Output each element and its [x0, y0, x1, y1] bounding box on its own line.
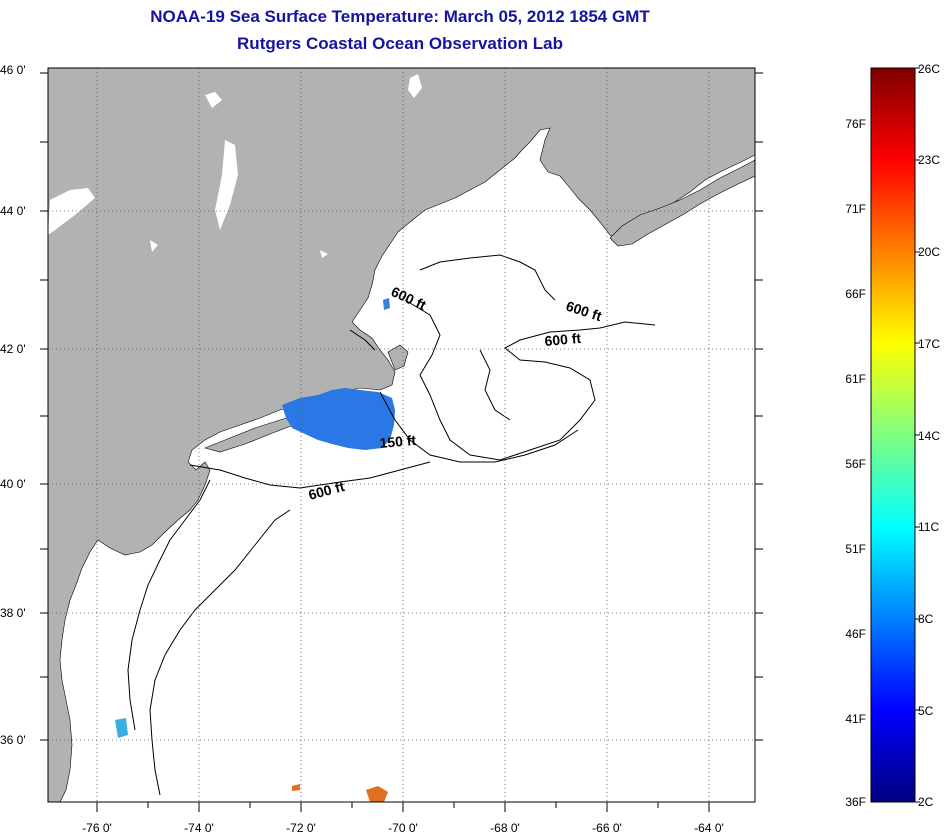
colorbar-c-label: 17C: [918, 337, 940, 351]
map-subtitle: Rutgers Coastal Ocean Observation Lab: [237, 34, 563, 53]
axis-ticks: [40, 72, 763, 812]
lon-label: -70 0': [388, 821, 418, 835]
colorbar-c-label: 11C: [918, 520, 939, 534]
colorbar-f-label: 51F: [845, 542, 866, 556]
map-title: NOAA-19 Sea Surface Temperature: March 0…: [150, 7, 650, 26]
colorbar-c-label: 5C: [918, 704, 934, 718]
sst-patch-shelf: [282, 388, 395, 450]
colorbar-c-label: 26C: [918, 62, 940, 76]
colorbar-c-label: 2C: [918, 795, 934, 809]
lat-label: 44 0': [0, 204, 26, 218]
sst-patch-chesapeake: [115, 718, 128, 738]
lon-label: -64 0': [694, 821, 724, 835]
lat-label: 40 0': [0, 477, 26, 491]
colorbar-f-label: 76F: [845, 117, 866, 131]
inland-water: [48, 74, 422, 258]
lat-label: 38 0': [0, 606, 26, 620]
lon-label: -66 0': [592, 821, 622, 835]
colorbar-f-label: 66F: [845, 287, 866, 301]
lat-label: 36 0': [0, 733, 26, 747]
colorbar-c-label: 8C: [918, 612, 934, 626]
colorbar-c-label: 14C: [918, 429, 940, 443]
colorbar-scale: [870, 67, 916, 803]
colorbar-f-label: 71F: [845, 202, 866, 216]
colorbar-f-label: 61F: [845, 372, 866, 386]
contour-label-600ft-georges: 600 ft: [544, 330, 582, 349]
lat-label: 42 0': [0, 342, 26, 356]
colorbar-f-label: 41F: [845, 712, 866, 726]
land-nova-scotia: [609, 159, 756, 247]
lon-label: -68 0': [490, 821, 520, 835]
map-frame: [47, 67, 756, 803]
contour-label-150ft: 150 ft: [379, 432, 417, 451]
lon-label: -74 0': [184, 821, 214, 835]
lon-label: -76 0': [82, 821, 112, 835]
colorbar-c-label: 23C: [918, 153, 940, 167]
sst-patch-south-small: [292, 784, 300, 791]
colorbar-c-ticks: [915, 67, 920, 803]
land-cape-cod: [387, 344, 409, 371]
colorbar-f-label: 56F: [845, 457, 866, 471]
lat-label: 46 0': [0, 63, 26, 77]
colorbar-f-label: 36F: [845, 795, 866, 809]
colorbar-f-label: 46F: [845, 627, 866, 641]
land-mainland: [47, 67, 756, 803]
sst-patch-small: [383, 298, 390, 310]
lon-label: -72 0': [286, 821, 316, 835]
sst-patch-south: [366, 786, 388, 802]
colorbar-c-label: 20C: [918, 245, 940, 259]
